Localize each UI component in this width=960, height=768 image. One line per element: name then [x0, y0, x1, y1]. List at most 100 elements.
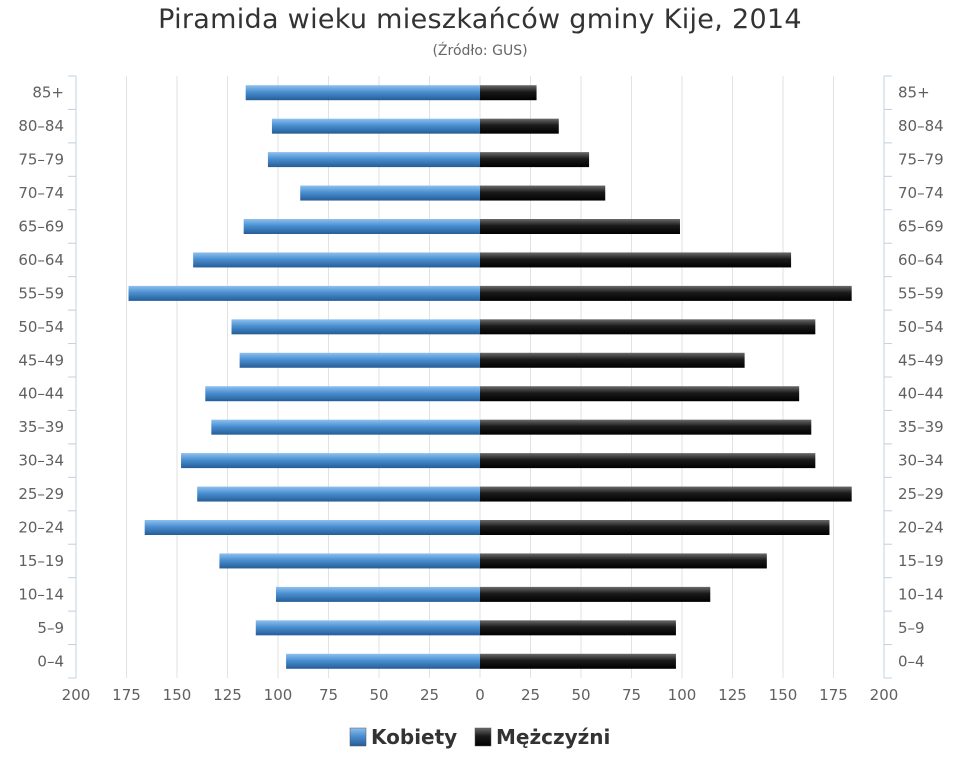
bars: [128, 85, 852, 669]
x-tick-label: 25: [420, 686, 439, 704]
bar-right-40-44: [480, 386, 800, 402]
bar-right-60-64: [480, 252, 792, 268]
category-label-left: 0–4: [37, 652, 64, 670]
category-label-right: 70–74: [898, 184, 944, 202]
bar-right-10-14: [480, 586, 711, 602]
category-label-left: 25–29: [18, 485, 64, 503]
category-label-right: 0–4: [898, 652, 925, 670]
x-tick-label: 75: [319, 686, 338, 704]
category-label-right: 75–79: [898, 151, 944, 169]
bar-left-30-34: [181, 453, 481, 469]
category-label-left: 85+: [32, 84, 64, 102]
x-tick-label: 175: [112, 686, 141, 704]
bar-left-40-44: [205, 386, 480, 402]
bar-right-30-34: [480, 453, 816, 469]
bar-left-50-54: [231, 319, 480, 335]
category-label-left: 75–79: [18, 151, 64, 169]
category-label-left: 30–34: [18, 452, 64, 470]
category-label-right: 5–9: [898, 619, 925, 637]
bar-left-5-9: [255, 620, 480, 636]
category-label-left: 55–59: [18, 284, 64, 302]
category-label-right: 25–29: [898, 485, 944, 503]
category-label-left: 40–44: [18, 385, 64, 403]
category-label-right: 60–64: [898, 251, 944, 269]
x-tick-label: 100: [264, 686, 293, 704]
bar-right-25-29: [480, 486, 852, 502]
bar-left-25-29: [197, 486, 480, 502]
chart-title: Piramida wieku mieszkańców gminy Kije, 2…: [158, 4, 802, 35]
category-label-left: 10–14: [18, 585, 64, 603]
bar-right-45-49: [480, 352, 745, 368]
x-tick-label: 125: [718, 686, 747, 704]
category-label-left: 45–49: [18, 351, 64, 369]
bar-left-55-59: [128, 285, 480, 301]
x-tick-label: 125: [213, 686, 242, 704]
bar-right-15-19: [480, 553, 767, 569]
bar-right-55-59: [480, 285, 852, 301]
legend-label[interactable]: Kobiety: [371, 725, 457, 749]
x-tick-label: 200: [62, 686, 91, 704]
category-label-left: 60–64: [18, 251, 64, 269]
category-label-right: 85+: [898, 84, 930, 102]
category-label-right: 80–84: [898, 117, 944, 135]
category-label-right: 10–14: [898, 585, 944, 603]
grid-lines: [126, 76, 834, 678]
x-tick-label: 200: [870, 686, 899, 704]
category-label-left: 5–9: [37, 619, 64, 637]
bar-right-75-79: [480, 152, 590, 168]
category-label-right: 15–19: [898, 552, 944, 570]
x-tick-label: 175: [819, 686, 848, 704]
category-label-right: 40–44: [898, 385, 944, 403]
bar-left-35-39: [211, 419, 480, 435]
category-label-right: 50–54: [898, 318, 944, 336]
x-tick-label: 0: [475, 686, 485, 704]
bar-left-10-14: [275, 586, 480, 602]
category-label-right: 35–39: [898, 418, 944, 436]
category-label-left: 35–39: [18, 418, 64, 436]
bar-left-20-24: [144, 520, 480, 535]
x-tick-label: 50: [369, 686, 388, 704]
category-label-right: 45–49: [898, 351, 944, 369]
category-label-right: 65–69: [898, 218, 944, 236]
category-label-left: 65–69: [18, 218, 64, 236]
category-label-left: 70–74: [18, 184, 64, 202]
legend: Kobiety Mężczyźni: [349, 725, 610, 749]
bar-left-0-4: [286, 653, 480, 669]
category-label-left: 20–24: [18, 519, 64, 537]
bar-left-75-79: [267, 152, 480, 168]
category-label-left: 80–84: [18, 117, 64, 135]
category-label-left: 15–19: [18, 552, 64, 570]
bar-right-35-39: [480, 419, 812, 435]
x-tick-label: 25: [521, 686, 540, 704]
bar-left-70-74: [300, 185, 480, 201]
x-tick-label: 150: [163, 686, 192, 704]
category-label-right: 55–59: [898, 284, 944, 302]
x-tick-label: 75: [622, 686, 641, 704]
x-tick-label: 50: [571, 686, 590, 704]
chart-subtitle: (Źródło: GUS): [432, 43, 528, 59]
legend-label[interactable]: Mężczyźni: [496, 725, 610, 749]
legend-swatch: [474, 727, 492, 747]
x-tick-label: 150: [769, 686, 798, 704]
bar-left-65-69: [243, 219, 480, 234]
bar-right-5-9: [480, 620, 676, 636]
category-label-left: 50–54: [18, 318, 64, 336]
bar-right-65-69: [480, 219, 680, 234]
bar-right-0-4: [480, 653, 676, 669]
x-tick-label: 100: [668, 686, 697, 704]
category-label-right: 20–24: [898, 519, 944, 537]
bar-left-80-84: [271, 118, 480, 134]
legend-swatch: [349, 727, 367, 747]
bar-right-70-74: [480, 185, 606, 201]
bar-right-85+: [480, 85, 537, 101]
bar-left-45-49: [239, 352, 480, 368]
category-label-right: 30–34: [898, 452, 944, 470]
bar-left-85+: [245, 85, 480, 101]
bar-left-60-64: [193, 252, 480, 268]
bar-right-20-24: [480, 520, 830, 535]
axes: 200 175 150 125 100 75 50 25 0 25 50 75 100 125 150 175…: [18, 75, 944, 704]
bar-right-80-84: [480, 118, 559, 134]
bar-right-50-54: [480, 319, 816, 335]
